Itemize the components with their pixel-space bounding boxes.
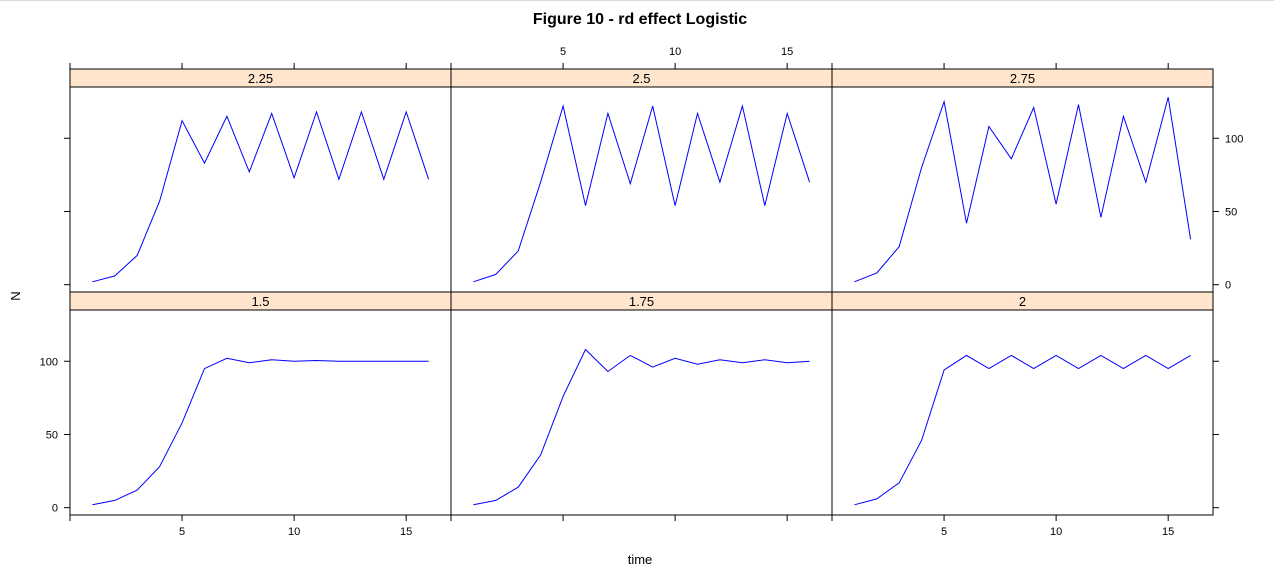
y-tick-label: 100	[40, 356, 58, 368]
x-tick-label: 5	[560, 46, 566, 58]
y-tick-label: 0	[52, 503, 58, 515]
strip-label: 2	[1019, 294, 1026, 309]
panel-frame	[831, 309, 1214, 516]
series-line	[854, 97, 1192, 283]
panel-frame	[69, 309, 452, 516]
strip-label: 2.5	[632, 71, 650, 86]
y-tick-label: 50	[46, 429, 58, 441]
window-top-border	[0, 0, 1274, 1]
x-tick-label: 10	[288, 526, 300, 538]
panel-2-5: 2.5	[450, 68, 833, 293]
panel-frame	[831, 86, 1214, 293]
series-line	[473, 104, 811, 283]
x-tick-label: 15	[781, 46, 793, 58]
panel-2-25: 2.25	[69, 68, 452, 293]
panel-1-75: 1.75	[450, 291, 833, 516]
series-line	[92, 357, 429, 506]
strip-label: 1.75	[629, 294, 654, 309]
y-tick-label: 0	[1225, 280, 1231, 292]
x-axis-label: time	[628, 552, 653, 567]
x-tick-label: 5	[179, 526, 185, 538]
series-line	[92, 110, 430, 283]
panel-2-75: 2.75	[831, 68, 1214, 293]
y-axis-label: N	[8, 291, 23, 300]
panel-1-5: 1.5	[69, 291, 452, 516]
strip-label: 2.25	[248, 71, 273, 86]
y-tick-label: 50	[1225, 206, 1237, 218]
x-tick-label: 10	[669, 46, 681, 58]
series-line	[473, 348, 810, 506]
panel-frame	[450, 309, 833, 516]
panel-frame	[69, 86, 452, 293]
chart-title: Figure 10 - rd effect Logistic	[533, 11, 747, 28]
x-tick-label: 15	[400, 526, 412, 538]
panel-grid: 1.5 1.75 2 2.25 2.5 2.75 5 10 15 5 10 15 5 10 15 0 50 100…	[40, 46, 1244, 538]
series-line	[854, 354, 1191, 506]
x-tick-label: 5	[941, 526, 947, 538]
x-tick-label: 15	[1162, 526, 1174, 538]
x-tick-label: 10	[1050, 526, 1062, 538]
y-tick-label: 100	[1225, 133, 1243, 145]
strip-label: 2.75	[1010, 71, 1035, 86]
strip-label: 1.5	[251, 294, 269, 309]
panel-2: 2	[831, 291, 1214, 516]
